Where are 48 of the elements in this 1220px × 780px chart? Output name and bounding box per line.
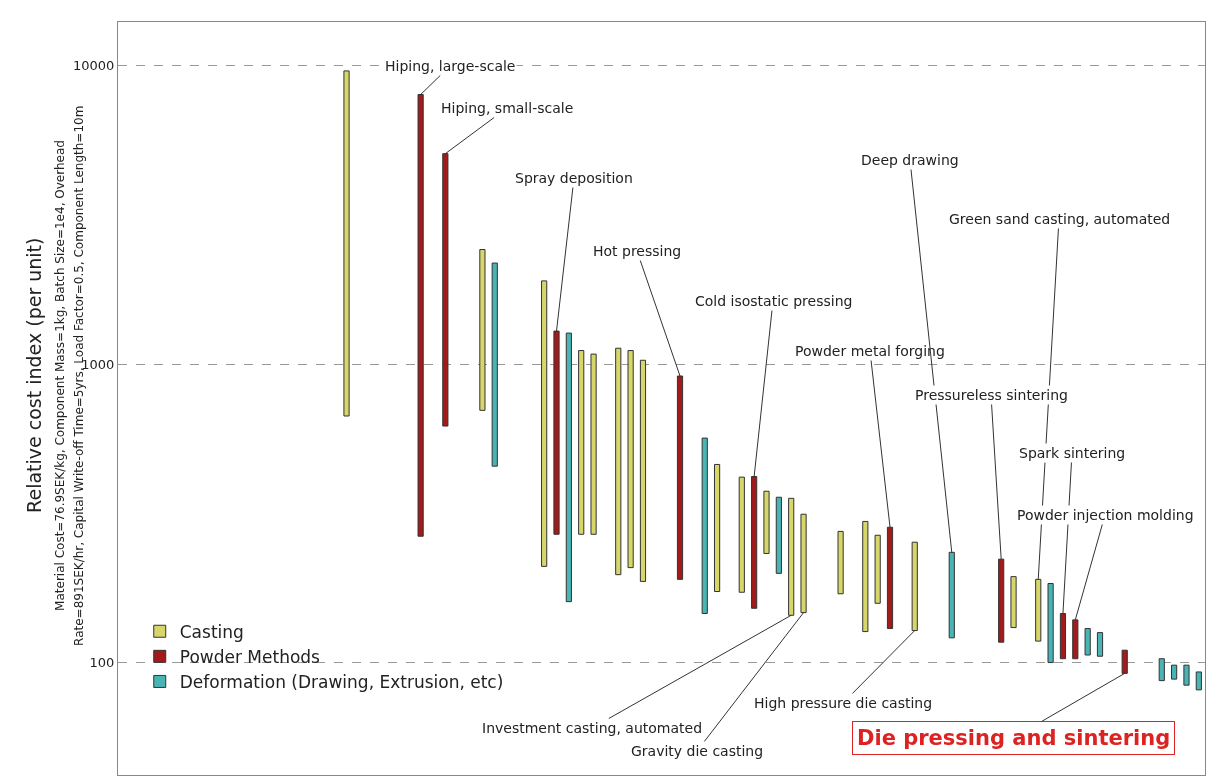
annotation: Powder metal forging [795,343,945,359]
annotation: Green sand casting, automated [949,211,1171,227]
bar [615,347,622,576]
bar [491,262,498,467]
bar [837,530,844,595]
annotation: Investment casting, automated [482,720,703,736]
legend-label: Deformation (Drawing, Extrusion, etc) [179,672,504,693]
annotation: Spark sintering [1019,445,1126,461]
bar [862,520,869,633]
bar [627,350,634,569]
y-axis-title: Relative cost index (per unit) [23,237,46,513]
y-tick-label: 100 [89,655,115,671]
bar [479,249,486,411]
bar [775,496,782,574]
bar [578,350,585,535]
bar [1183,664,1190,686]
bar [713,463,721,592]
annotation: Hot pressing [593,243,682,259]
bar [1096,632,1104,657]
bar [874,534,881,604]
bar [738,476,745,593]
legend-label: Casting [179,621,244,642]
annotation: Powder injection molding [1017,507,1194,523]
bar [763,490,770,554]
bar [701,437,708,614]
bar [1047,583,1054,664]
bar [565,332,572,603]
bar [1195,671,1202,691]
bar [1084,628,1091,656]
annotation: Pressureless sintering [915,387,1068,403]
annotation: Gravity die casting [631,743,764,759]
annotation: Hiping, small-scale [441,100,574,116]
bar [1171,664,1178,680]
bar [1010,576,1017,629]
y-tick-label: 10000 [73,58,115,74]
bar [343,70,350,417]
annotation: Die pressing and sintering [857,726,1171,750]
bar [541,280,548,567]
text: Material Cost=76.9SEK/kg, Component Mass=1kg, Batch Size=1e4, Overhead [53,140,68,611]
annotation: Hiping, large-scale [385,58,516,74]
annotation: Spray deposition [515,170,633,186]
bar [590,353,597,535]
annotation: Deep drawing [861,152,959,168]
annotation: High pressure die casting [754,695,933,711]
bar [639,359,647,582]
legend-label: Powder Methods [179,646,321,667]
bar [1158,658,1165,682]
annotation: Cold isostatic pressing [695,293,853,309]
